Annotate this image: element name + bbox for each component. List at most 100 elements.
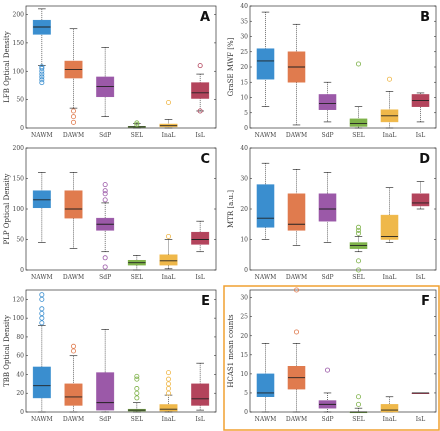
y-tick-label: 25 <box>240 314 248 321</box>
y-tick-label: 150 <box>13 40 25 47</box>
box-inal <box>380 396 399 413</box>
x-tick-label: NAWM <box>31 132 53 139</box>
outlier-point <box>71 343 77 349</box>
y-tick-label: 40 <box>240 145 248 152</box>
iqr-box <box>318 193 337 222</box>
x-tick-label: IsL <box>195 274 204 281</box>
box-isl <box>411 92 430 123</box>
y-tick-label: 200 <box>13 145 25 152</box>
outlier-point <box>102 188 108 194</box>
x-tick-label: SEL <box>352 274 364 281</box>
outlier-point <box>102 191 108 197</box>
box-nawm <box>32 8 51 86</box>
y-tick-label: 150 <box>13 176 25 183</box>
outlier-point <box>102 182 108 188</box>
y-tick-label: 50 <box>16 237 24 244</box>
outlier-point <box>102 197 108 203</box>
box-isl <box>191 63 210 114</box>
plot-frame <box>25 289 217 413</box>
outlier-point <box>39 306 45 312</box>
x-tick-label: SEL <box>352 132 364 139</box>
outlier-point <box>355 230 361 236</box>
outlier-point <box>134 395 140 401</box>
y-axis-label: HCAS1 mean counts <box>227 314 235 388</box>
x-tick-label: DAWM <box>286 274 307 281</box>
outlier-point <box>165 390 171 396</box>
outlier-point <box>39 310 45 316</box>
box-isl <box>191 220 210 253</box>
y-tick-label: 30 <box>240 34 248 41</box>
box-isl <box>191 362 210 411</box>
outlier-point <box>39 292 45 298</box>
y-tick-label: 20 <box>240 333 248 340</box>
x-tick-label: IsL <box>416 132 425 139</box>
iqr-box <box>411 193 430 207</box>
x-tick-label: SEL <box>131 416 143 423</box>
outlier-point <box>293 287 299 293</box>
y-axis-label: PLP Optical Density <box>3 173 11 244</box>
y-tick-label: 0 <box>20 267 24 274</box>
y-axis-label: TBB Optical Density <box>3 315 11 387</box>
y-tick-label: 5 <box>244 390 248 397</box>
outlier-point <box>355 267 361 273</box>
box-dawm <box>287 169 306 246</box>
outlier-point <box>71 348 77 354</box>
outlier-point <box>134 122 140 128</box>
outlier-point <box>165 370 171 376</box>
y-tick-label: 0 <box>244 267 248 274</box>
box-sel <box>127 255 146 271</box>
x-tick-label: DAWM <box>286 132 307 139</box>
outlier-point <box>355 401 361 407</box>
x-tick-label: SdP <box>322 416 334 423</box>
panel-letter: B <box>420 10 430 25</box>
iqr-box <box>318 94 337 110</box>
y-axis-label: GraSE MWF [%] <box>227 37 235 96</box>
y-tick-label: 25 <box>240 49 248 56</box>
x-tick-label: IsL <box>416 274 425 281</box>
outlier-point <box>355 394 361 400</box>
y-tick-label: 5 <box>244 110 248 117</box>
iqr-box <box>287 193 306 231</box>
x-tick-label: InaL <box>162 132 176 139</box>
plot-frame <box>249 289 437 413</box>
outlier-point <box>39 71 45 77</box>
outlier-point <box>197 108 203 114</box>
box-sdp <box>318 367 337 413</box>
x-tick-label: SdP <box>99 274 111 281</box>
x-tick-label: InaL <box>162 416 176 423</box>
outlier-point <box>39 296 45 302</box>
outlier-point <box>39 80 45 86</box>
y-tick-label: 80 <box>16 334 24 341</box>
x-tick-label: SdP <box>99 132 111 139</box>
x-tick-label: IsL <box>416 416 425 423</box>
panel-letter: A <box>200 10 210 25</box>
outlier-point <box>102 255 108 261</box>
box-sdp <box>318 172 337 243</box>
outlier-point <box>39 64 45 70</box>
x-tick-label: InaL <box>162 274 176 281</box>
outlier-point <box>39 74 45 80</box>
box-inal <box>380 187 399 243</box>
outlier-point <box>39 77 45 83</box>
y-tick-label: 40 <box>240 3 248 10</box>
outlier-point <box>165 99 171 105</box>
iqr-box <box>64 190 83 219</box>
outlier-point <box>134 120 140 126</box>
panel-d: 0 10 20 30 40 MTR [a.u.] D NAWM DAWM SdP SEL InaL Is… <box>227 145 437 281</box>
box-dawm <box>64 28 83 125</box>
box-inal <box>159 370 178 413</box>
panel-b: 0 5 10 15 20 25 30 35 40 GraSE MWF [%] B NAWM DAWM Sd… <box>227 3 437 139</box>
outlier-point <box>39 315 45 321</box>
y-tick-label: 100 <box>13 68 25 75</box>
box-inal <box>380 76 399 129</box>
y-tick-label: 0 <box>244 409 248 416</box>
x-tick-label: NAWM <box>31 274 53 281</box>
outlier-point <box>134 376 140 382</box>
box-nawm <box>32 172 51 243</box>
iqr-box <box>191 231 210 245</box>
y-tick-label: 10 <box>240 371 248 378</box>
x-tick-label: DAWM <box>63 274 84 281</box>
outlier-point <box>39 65 45 71</box>
iqr-box <box>256 184 275 228</box>
y-tick-label: 15 <box>240 352 248 359</box>
